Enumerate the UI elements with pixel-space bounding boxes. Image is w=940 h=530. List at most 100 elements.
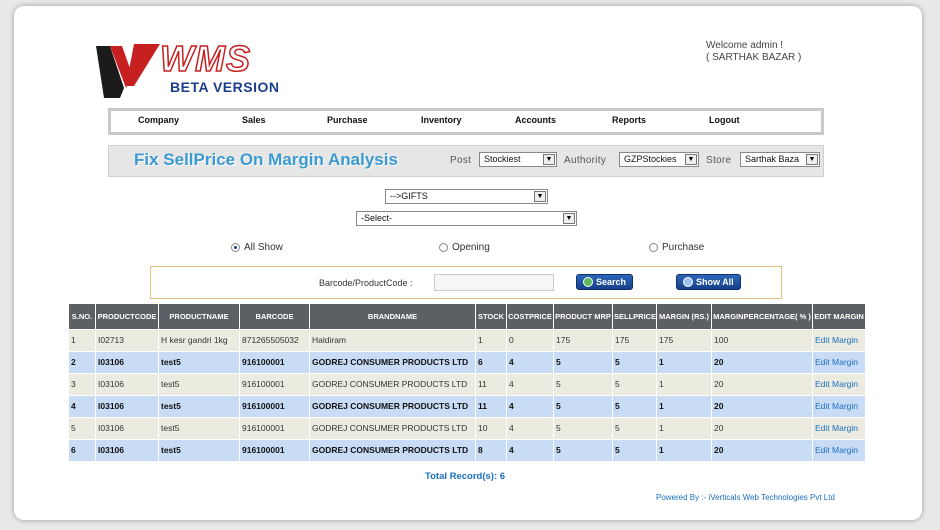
- authority-value: GZPStockies: [624, 154, 677, 164]
- cell-margin: 1: [656, 395, 712, 418]
- cell-brandname: GODREJ CONSUMER PRODUCTS LTD: [309, 373, 476, 396]
- store-value: Sarthak Baza: [745, 154, 800, 164]
- post-select[interactable]: Stockiest ▼: [479, 152, 557, 167]
- cell-product-mrp: 5: [553, 351, 613, 374]
- logo-subtitle: BETA VERSION: [170, 79, 280, 95]
- cell-stock: 10: [475, 417, 507, 440]
- show-all-label: Show All: [696, 277, 734, 287]
- cell-sellprice: 5: [612, 395, 657, 418]
- cell-sellprice: 175: [612, 329, 657, 352]
- col-brandname: BRANDNAME: [309, 303, 476, 330]
- cell-brandname: Haldiram: [309, 329, 476, 352]
- barcode-input[interactable]: [434, 274, 554, 291]
- cell-sno: 1: [68, 329, 96, 352]
- cell-stock: 1: [475, 329, 507, 352]
- cell-barcode: 916100001: [239, 351, 310, 374]
- cell-margin: 1: [656, 373, 712, 396]
- cell-sellprice: 5: [612, 351, 657, 374]
- margin-table: S.NO. PRODUCTCODE PRODUCTNAME BARCODE BR…: [68, 303, 866, 462]
- cell-sno: 2: [68, 351, 96, 374]
- logo-title: WMS: [159, 37, 251, 80]
- radio-unchecked-icon: [649, 243, 658, 252]
- subcategory-select[interactable]: -Select- ▼: [356, 211, 577, 226]
- table-row: 1 I02713 H kesr gandri 1kg 871265505032 …: [68, 329, 866, 352]
- cell-product-mrp: 175: [553, 329, 613, 352]
- cell-marginpercentage: 20: [711, 417, 813, 440]
- radio-purchase[interactable]: Purchase: [649, 242, 704, 253]
- cell-sellprice: 5: [612, 373, 657, 396]
- cell-productname: test5: [158, 439, 240, 462]
- radio-label: Purchase: [662, 242, 705, 253]
- chevron-down-icon: ▼: [543, 154, 555, 165]
- col-barcode: BARCODE: [239, 303, 310, 330]
- nav-purchase[interactable]: Purchase: [327, 115, 368, 125]
- table-row: 6 I03106 test5 916100001 GODREJ CONSUMER…: [68, 439, 866, 462]
- cell-productcode: I03106: [95, 373, 159, 396]
- title-bar: Fix SellPrice On Margin Analysis Post St…: [108, 145, 824, 177]
- radio-unchecked-icon: [439, 243, 448, 252]
- search-label: Barcode/ProductCode :: [319, 278, 413, 288]
- col-marginpercentage: MARGINPERCENTAGE( % ): [711, 303, 813, 330]
- col-sno: S.NO.: [68, 303, 96, 330]
- search-icon: [583, 277, 593, 287]
- cell-sno: 5: [68, 417, 96, 440]
- subcategory-value: -Select-: [361, 213, 393, 223]
- cell-productname: test5: [158, 417, 240, 440]
- cell-stock: 11: [475, 395, 507, 418]
- cell-productcode: I02713: [95, 329, 159, 352]
- edit-margin-link[interactable]: Edit Margin: [812, 329, 866, 352]
- cell-brandname: GODREJ CONSUMER PRODUCTS LTD: [309, 439, 476, 462]
- category-select[interactable]: -->GIFTS ▼: [385, 189, 548, 204]
- main-nav: Company Sales Purchase Inventory Account…: [108, 108, 824, 135]
- cell-margin: 175: [656, 329, 712, 352]
- table-row: 4 I03106 test5 916100001 GODREJ CONSUMER…: [68, 395, 866, 418]
- cell-barcode: 916100001: [239, 417, 310, 440]
- cell-productname: test5: [158, 395, 240, 418]
- cell-marginpercentage: 20: [711, 395, 813, 418]
- nav-logout[interactable]: Logout: [709, 115, 740, 125]
- cell-barcode: 916100001: [239, 439, 310, 462]
- table-row: 3 I03106 test5 916100001 GODREJ CONSUMER…: [68, 373, 866, 396]
- col-productname: PRODUCTNAME: [158, 303, 240, 330]
- radio-all-show[interactable]: All Show: [231, 242, 283, 253]
- authority-label: Authority: [564, 155, 607, 166]
- wms-logo: WMS BETA VERSION: [94, 37, 284, 100]
- post-label: Post: [450, 155, 472, 166]
- edit-margin-link[interactable]: Edit Margin: [812, 395, 866, 418]
- cell-barcode: 916100001: [239, 395, 310, 418]
- chevron-down-icon: ▼: [806, 154, 818, 165]
- logo-v-icon: [96, 44, 160, 98]
- cell-productcode: I03106: [95, 351, 159, 374]
- col-productcode: PRODUCTCODE: [95, 303, 159, 330]
- cell-marginpercentage: 20: [711, 439, 813, 462]
- radio-opening[interactable]: Opening: [439, 242, 490, 253]
- welcome-text: Welcome admin !: [706, 40, 784, 51]
- show-all-button[interactable]: Show All: [676, 274, 741, 290]
- cell-brandname: GODREJ CONSUMER PRODUCTS LTD: [309, 351, 476, 374]
- nav-inventory[interactable]: Inventory: [421, 115, 462, 125]
- nav-accounts[interactable]: Accounts: [515, 115, 557, 125]
- cell-marginpercentage: 20: [711, 351, 813, 374]
- cell-costprice: 4: [506, 351, 554, 374]
- edit-margin-link[interactable]: Edit Margin: [812, 373, 866, 396]
- cell-barcode: 916100001: [239, 373, 310, 396]
- cell-costprice: 4: [506, 439, 554, 462]
- nav-reports[interactable]: Reports: [612, 115, 647, 125]
- edit-margin-link[interactable]: Edit Margin: [812, 439, 866, 462]
- cell-productcode: I03106: [95, 395, 159, 418]
- cell-margin: 1: [656, 417, 712, 440]
- cell-margin: 1: [656, 439, 712, 462]
- nav-company[interactable]: Company: [138, 115, 180, 125]
- edit-margin-link[interactable]: Edit Margin: [812, 417, 866, 440]
- cell-sellprice: 5: [612, 439, 657, 462]
- authority-select[interactable]: GZPStockies ▼: [619, 152, 699, 167]
- cell-marginpercentage: 100: [711, 329, 813, 352]
- search-button[interactable]: Search: [576, 274, 634, 290]
- edit-margin-link[interactable]: Edit Margin: [812, 351, 866, 374]
- radio-label: All Show: [244, 242, 283, 253]
- cell-product-mrp: 5: [553, 417, 613, 440]
- nav-sales[interactable]: Sales: [242, 115, 266, 125]
- store-select[interactable]: Sarthak Baza ▼: [740, 152, 820, 167]
- cell-sno: 6: [68, 439, 96, 462]
- cell-product-mrp: 5: [553, 439, 613, 462]
